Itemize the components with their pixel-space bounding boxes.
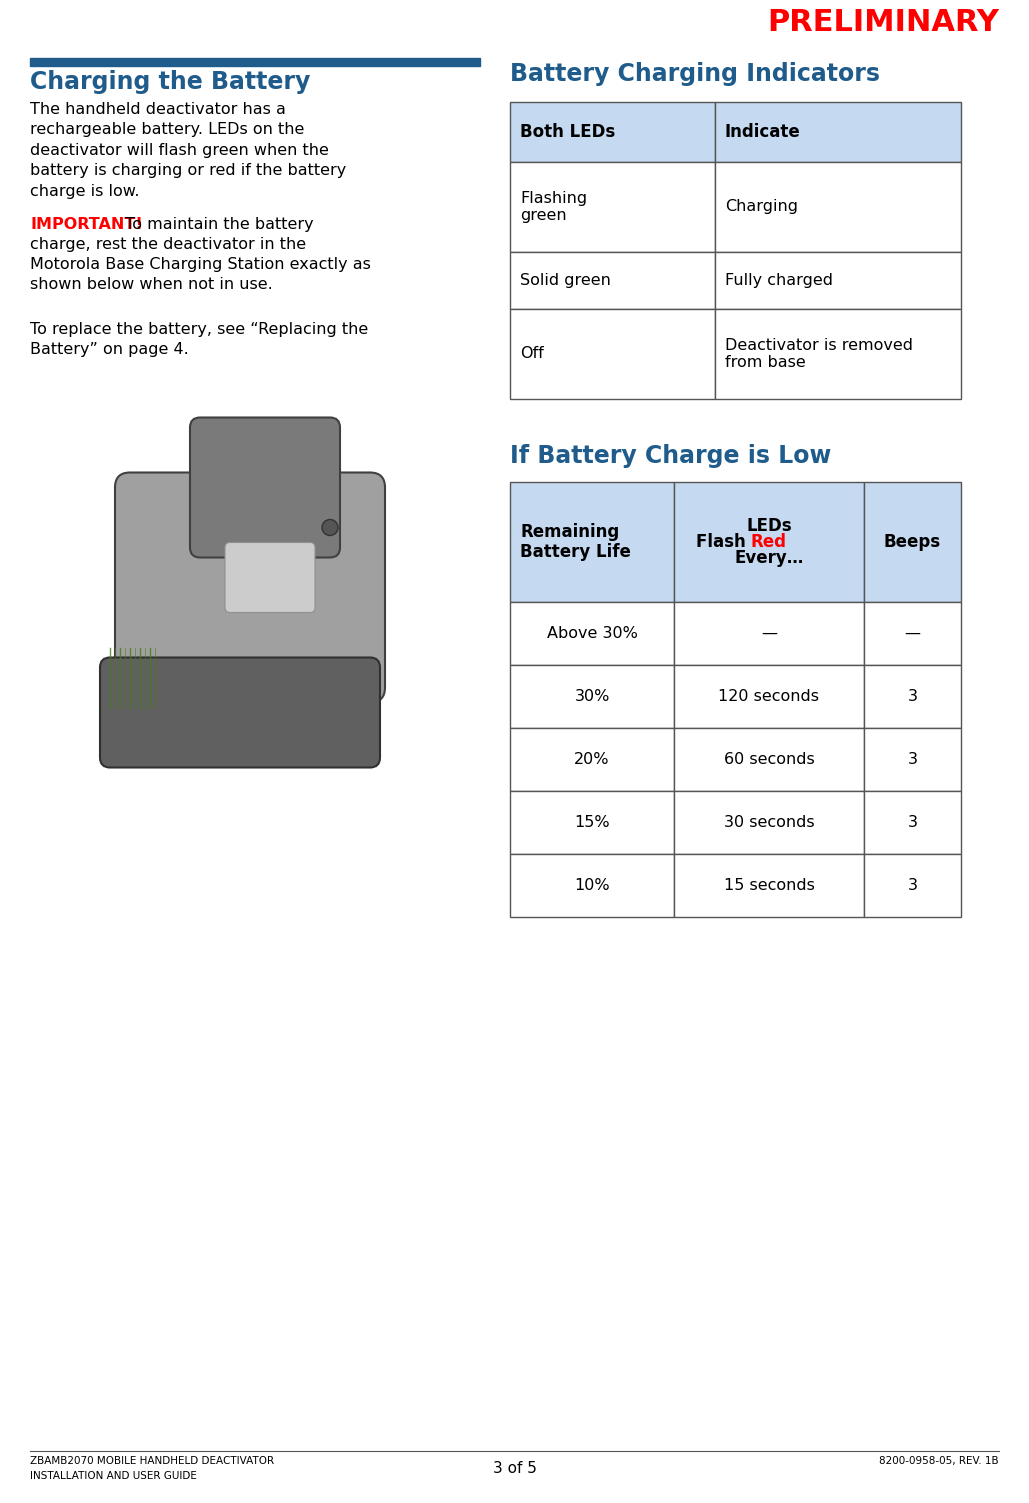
Text: 3: 3 [908, 752, 918, 767]
Text: Remaining
Battery Life: Remaining Battery Life [520, 523, 631, 562]
FancyBboxPatch shape [190, 418, 340, 558]
Text: To replace the battery, see “Replacing the
Battery” on page 4.: To replace the battery, see “Replacing t… [30, 322, 368, 358]
Text: INSTALLATION AND USER GUIDE: INSTALLATION AND USER GUIDE [30, 1471, 197, 1480]
Text: Red: Red [751, 534, 787, 552]
Bar [864, 727, 961, 791]
Text: Fully charged: Fully charged [725, 274, 833, 289]
Text: Solid green: Solid green [520, 274, 611, 289]
Bar [715, 310, 961, 398]
Text: 8200-0958-05, REV. 1B: 8200-0958-05, REV. 1B [880, 1456, 999, 1465]
Bar [510, 253, 715, 310]
Bar [715, 162, 961, 253]
Circle shape [322, 520, 338, 535]
Text: If Battery Charge is Low: If Battery Charge is Low [510, 443, 831, 467]
Bar [864, 482, 961, 603]
Text: Charging: Charging [725, 200, 799, 215]
Text: 10%: 10% [574, 878, 610, 893]
Bar [510, 854, 674, 917]
Bar [510, 310, 715, 398]
Text: The handheld deactivator has a
rechargeable battery. LEDs on the
deactivator wil: The handheld deactivator has a rechargea… [30, 102, 346, 198]
Text: Battery Charging Indicators: Battery Charging Indicators [510, 62, 880, 86]
Bar [674, 727, 864, 791]
Bar [674, 482, 864, 603]
FancyBboxPatch shape [100, 657, 380, 768]
Text: PRELIMINARY: PRELIMINARY [768, 8, 999, 38]
Text: —: — [761, 627, 777, 640]
Text: 20%: 20% [574, 752, 610, 767]
FancyBboxPatch shape [225, 543, 315, 613]
Text: LEDs: LEDs [746, 517, 791, 535]
Text: 60 seconds: 60 seconds [723, 752, 814, 767]
Text: Both LEDs: Both LEDs [520, 123, 615, 141]
Text: Beeps: Beeps [884, 534, 942, 552]
Text: 3: 3 [908, 688, 918, 703]
Text: shown below when not in use.: shown below when not in use. [30, 277, 273, 292]
Bar [510, 727, 674, 791]
Bar [30, 373, 470, 882]
Text: 3: 3 [908, 878, 918, 893]
Bar [674, 603, 864, 664]
Text: 30 seconds: 30 seconds [723, 815, 814, 830]
Text: —: — [904, 627, 921, 640]
Bar [510, 102, 715, 162]
Bar [715, 253, 961, 310]
Bar [510, 482, 674, 603]
Bar [864, 854, 961, 917]
Text: charge, rest the deactivator in the: charge, rest the deactivator in the [30, 237, 306, 253]
Text: Charging the Battery: Charging the Battery [30, 71, 311, 95]
Bar [864, 603, 961, 664]
Bar [674, 791, 864, 854]
Text: 15 seconds: 15 seconds [723, 878, 814, 893]
Text: 120 seconds: 120 seconds [718, 688, 819, 703]
Text: IMPORTANT!: IMPORTANT! [30, 216, 143, 231]
Bar [30, 59, 480, 66]
Bar [864, 791, 961, 854]
Text: To maintain the battery: To maintain the battery [120, 216, 314, 231]
Text: Flash: Flash [696, 534, 751, 552]
Bar [510, 162, 715, 253]
Text: Off: Off [520, 347, 543, 362]
Text: Indicate: Indicate [725, 123, 801, 141]
Bar [510, 664, 674, 727]
Text: Every…: Every… [735, 549, 804, 567]
Text: 15%: 15% [574, 815, 610, 830]
Bar [715, 102, 961, 162]
Bar [674, 854, 864, 917]
Text: 3: 3 [908, 815, 918, 830]
Text: 3 of 5: 3 of 5 [493, 1461, 536, 1476]
Bar [674, 664, 864, 727]
Text: Above 30%: Above 30% [546, 627, 637, 640]
Text: ZBAMB2070 MOBILE HANDHELD DEACTIVATOR: ZBAMB2070 MOBILE HANDHELD DEACTIVATOR [30, 1456, 274, 1465]
Bar [510, 791, 674, 854]
FancyBboxPatch shape [115, 472, 385, 702]
Text: Deactivator is removed
from base: Deactivator is removed from base [725, 338, 913, 370]
Text: Flashing
green: Flashing green [520, 191, 588, 224]
Text: 30%: 30% [574, 688, 610, 703]
Text: Motorola Base Charging Station exactly as: Motorola Base Charging Station exactly a… [30, 257, 370, 272]
Bar [510, 603, 674, 664]
Bar [864, 664, 961, 727]
